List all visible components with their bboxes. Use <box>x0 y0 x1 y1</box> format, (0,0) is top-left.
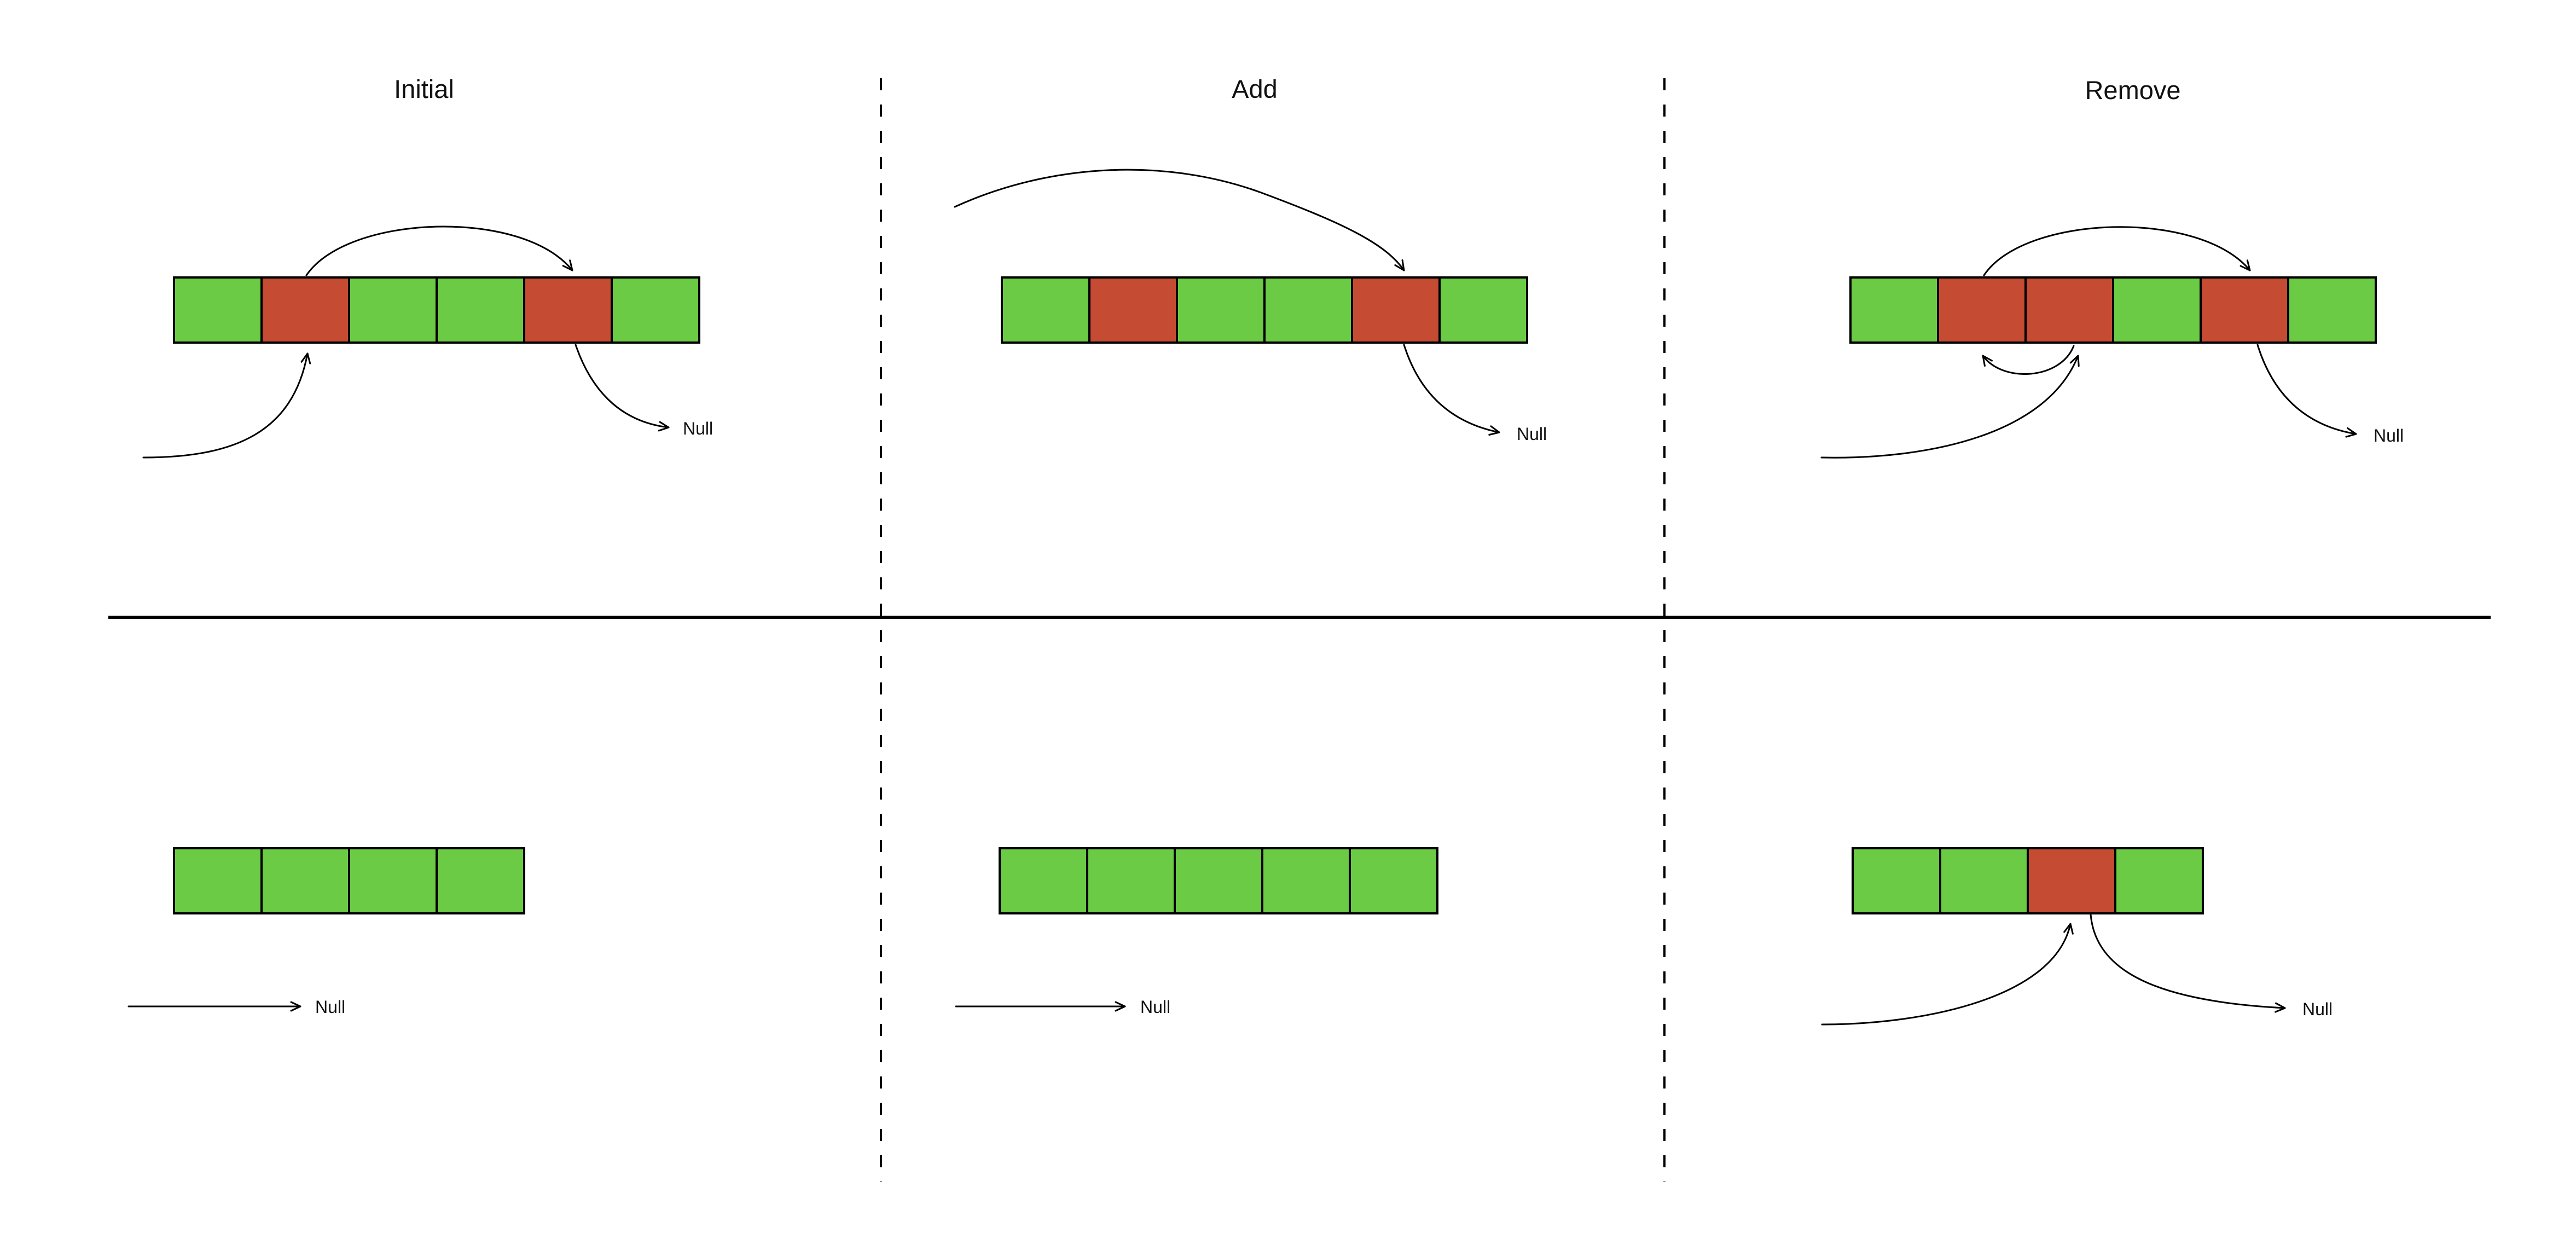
arrow-to-null <box>1403 344 1500 436</box>
array-cell-green <box>999 847 1088 914</box>
null-label-top-initial: Null <box>683 419 713 438</box>
cells-top-add <box>1001 276 1528 344</box>
array-cell-green <box>1176 276 1266 344</box>
array-cell-green <box>1349 847 1438 914</box>
array-cell-green <box>1939 847 2029 914</box>
array-cell-green <box>611 276 700 344</box>
array-cell-green <box>2112 276 2202 344</box>
array-cell-red <box>260 276 350 344</box>
array-cell-green <box>1001 276 1090 344</box>
arrow-incoming-pointer <box>954 169 1405 271</box>
array-cell-green <box>436 847 525 914</box>
cells-top-initial <box>173 276 700 344</box>
arrow-head-pointer <box>1821 923 2074 1026</box>
array-cell-green <box>1174 847 1263 914</box>
array-cell-green <box>2114 847 2204 914</box>
null-label-top-add: Null <box>1517 424 1547 444</box>
arrow-to-null <box>575 344 670 432</box>
array-cell-green <box>173 276 263 344</box>
cells-bottom-add <box>999 847 1438 914</box>
column-title-add: Add <box>1232 74 1278 103</box>
array-cell-green <box>173 847 263 914</box>
panel-bottom-add: Null <box>955 847 1438 1017</box>
array-cell-green <box>1852 847 1941 914</box>
array-cell-red <box>2024 276 2114 344</box>
array-cell-red <box>523 276 613 344</box>
array-cell-green <box>2287 276 2377 344</box>
array-cell-green <box>348 276 438 344</box>
array-cell-red <box>2200 276 2289 344</box>
cells-bottom-initial <box>173 847 525 914</box>
arrow-to-null <box>2256 344 2357 438</box>
arrow-to-null <box>2090 913 2286 1013</box>
arrow-head-pointer <box>142 352 311 459</box>
cells-bottom-remove <box>1852 847 2204 914</box>
array-cell-green <box>1263 276 1353 344</box>
arrow-next-pointer-arc <box>1983 226 2251 276</box>
array-cell-red <box>1088 276 1178 344</box>
arrow-next-pointer-arc <box>305 225 573 276</box>
array-cell-green <box>1438 276 1528 344</box>
arrow-back-pointer-arc <box>1982 345 2075 375</box>
array-cell-green <box>1261 847 1351 914</box>
column-title-remove: Remove <box>2085 76 2180 105</box>
array-cell-green <box>260 847 350 914</box>
panel-bottom-initial: Null <box>127 847 525 1017</box>
panel-top-remove: Null <box>1820 226 2404 459</box>
arrow-head-pointer <box>1820 355 2080 459</box>
array-cell-red <box>2027 847 2116 914</box>
null-label-bottom-initial: Null <box>315 997 345 1017</box>
null-label-bottom-add: Null <box>1140 997 1170 1017</box>
array-cell-red <box>1351 276 1441 344</box>
panel-top-add: Null <box>954 169 1547 444</box>
array-cell-green <box>348 847 438 914</box>
panel-top-initial: Null <box>142 225 713 459</box>
panel-bottom-remove: Null <box>1821 847 2333 1026</box>
array-cell-red <box>1937 276 2027 344</box>
null-label-bottom-remove: Null <box>2302 999 2333 1019</box>
array-cell-green <box>1086 847 1176 914</box>
cells-top-remove <box>1849 276 2377 344</box>
array-cell-green <box>1849 276 1939 344</box>
array-cell-green <box>436 276 525 344</box>
column-title-initial: Initial <box>394 74 454 103</box>
null-label-top-remove: Null <box>2374 426 2404 445</box>
